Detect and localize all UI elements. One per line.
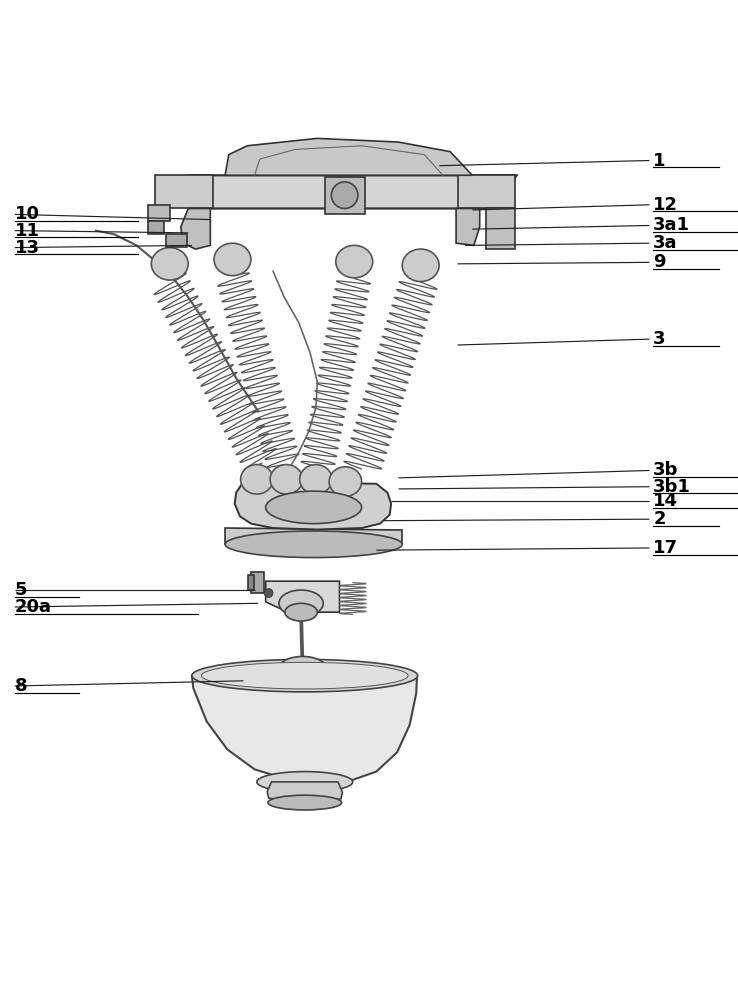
Polygon shape [181, 208, 210, 249]
Ellipse shape [257, 772, 353, 792]
Ellipse shape [279, 590, 323, 617]
Text: 9: 9 [653, 253, 666, 271]
Text: 3: 3 [653, 330, 666, 348]
Ellipse shape [201, 662, 408, 689]
Polygon shape [192, 676, 417, 784]
Text: 12: 12 [653, 196, 678, 214]
Ellipse shape [329, 467, 362, 496]
Text: 3b: 3b [653, 461, 678, 479]
Polygon shape [225, 528, 402, 544]
Circle shape [264, 589, 273, 597]
Bar [251, 572, 264, 593]
Ellipse shape [225, 531, 402, 558]
Polygon shape [225, 138, 472, 175]
Ellipse shape [151, 248, 188, 280]
Circle shape [331, 182, 358, 208]
Ellipse shape [336, 245, 373, 278]
Text: 2: 2 [653, 510, 666, 528]
Text: 20a: 20a [15, 598, 52, 616]
Polygon shape [456, 208, 480, 245]
Ellipse shape [402, 249, 439, 282]
Polygon shape [235, 482, 391, 530]
Ellipse shape [192, 659, 418, 692]
Text: 3a1: 3a1 [653, 216, 690, 234]
Text: 5: 5 [15, 581, 27, 599]
Text: 1: 1 [653, 152, 666, 170]
Bar [458, 175, 515, 208]
Bar [486, 208, 515, 249]
Text: 13: 13 [15, 239, 40, 257]
Text: 17: 17 [653, 539, 678, 557]
Polygon shape [267, 782, 342, 803]
Bar [325, 177, 365, 214]
Text: 11: 11 [15, 222, 40, 240]
Text: 3b1: 3b1 [653, 478, 691, 496]
Bar [148, 221, 164, 234]
Bar [248, 575, 254, 590]
Text: 3a: 3a [653, 234, 677, 252]
Ellipse shape [214, 243, 251, 276]
Text: 8: 8 [15, 677, 27, 695]
Polygon shape [266, 581, 339, 612]
Bar [155, 175, 213, 208]
Ellipse shape [285, 603, 317, 621]
Text: 10: 10 [15, 205, 40, 223]
Ellipse shape [300, 465, 332, 494]
Polygon shape [188, 175, 517, 208]
Bar [148, 205, 170, 221]
Ellipse shape [241, 465, 273, 494]
Ellipse shape [268, 795, 342, 810]
Ellipse shape [270, 465, 303, 494]
Bar [166, 234, 187, 247]
Ellipse shape [266, 491, 362, 524]
Text: 14: 14 [653, 492, 678, 510]
Ellipse shape [279, 656, 326, 680]
Ellipse shape [286, 665, 319, 682]
